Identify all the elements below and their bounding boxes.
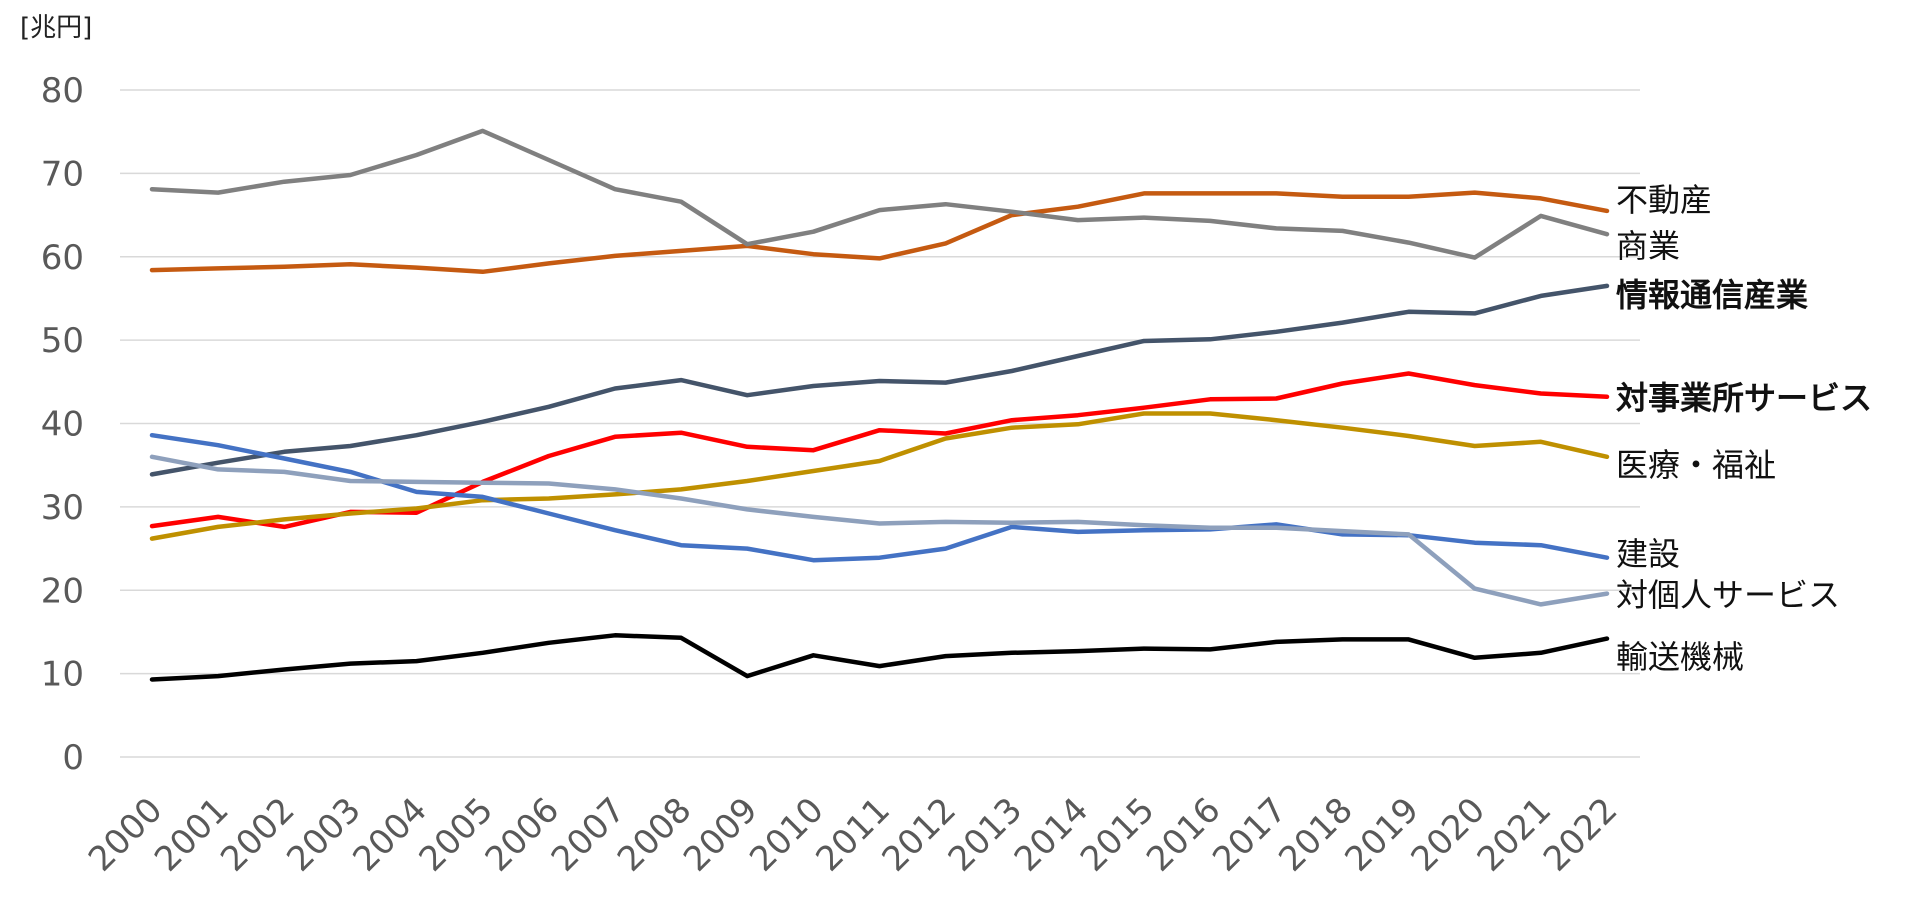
x-tick-label: 2018 xyxy=(1271,790,1360,879)
series-label-0: 不動産 xyxy=(1616,181,1712,219)
y-tick-label: 80 xyxy=(41,71,84,111)
x-tick-label: 2003 xyxy=(279,790,368,879)
x-tick-label: 2006 xyxy=(478,790,567,879)
series-line-1 xyxy=(149,128,1610,260)
x-tick-label: 2012 xyxy=(875,790,964,879)
series-label-7: 輸送機械 xyxy=(1616,638,1744,676)
y-axis-ticks: 0 10 20 30 40 50 60 70 80 xyxy=(41,71,84,778)
y-tick-label: 50 xyxy=(41,321,84,361)
series-label-3: 対事業所サービス xyxy=(1616,379,1872,417)
y-tick-label: 70 xyxy=(41,154,84,194)
series-label-2: 情報通信産業 xyxy=(1616,276,1808,314)
series-label-5: 建設 xyxy=(1616,535,1680,573)
x-tick-label: 2019 xyxy=(1337,790,1426,879)
x-tick-label: 2017 xyxy=(1205,790,1294,879)
x-tick-label: 2010 xyxy=(742,790,831,879)
x-tick-label: 2016 xyxy=(1139,790,1228,879)
x-tick-label: 2001 xyxy=(147,790,236,879)
x-tick-label: 2022 xyxy=(1536,790,1625,879)
series-line-4 xyxy=(149,411,1610,541)
x-tick-label: 2008 xyxy=(610,790,699,879)
x-tick-label: 2007 xyxy=(544,790,633,879)
series-line-0 xyxy=(149,190,1610,275)
series-label-6: 対個人サービス xyxy=(1616,576,1840,614)
series-line-7 xyxy=(149,633,1610,682)
series-lines xyxy=(149,128,1610,682)
y-tick-label: 20 xyxy=(41,571,84,611)
x-tick-label: 2004 xyxy=(345,790,434,879)
x-tick-label: 2015 xyxy=(1073,790,1162,879)
series-label-4: 医療・福祉 xyxy=(1616,446,1776,484)
x-axis-ticks: 2000200120022003200420052006200720082009… xyxy=(81,790,1625,879)
x-tick-label: 2014 xyxy=(1007,790,1096,879)
y-tick-label: 0 xyxy=(62,738,84,778)
y-tick-label: 60 xyxy=(41,238,84,278)
y-axis-unit-label: [兆円] xyxy=(20,13,92,43)
x-tick-label: 2009 xyxy=(676,790,765,879)
gridlines xyxy=(120,89,1640,758)
y-tick-label: 10 xyxy=(41,655,84,695)
x-tick-label: 2021 xyxy=(1470,790,1559,879)
x-tick-label: 2000 xyxy=(81,790,170,879)
x-tick-label: 2005 xyxy=(412,790,501,879)
x-tick-label: 2020 xyxy=(1404,790,1493,879)
series-label-1: 商業 xyxy=(1616,227,1680,265)
x-tick-label: 2013 xyxy=(941,790,1030,879)
x-tick-label: 2002 xyxy=(213,790,302,879)
series-line-3 xyxy=(149,371,1610,530)
series-line-5 xyxy=(149,432,1610,563)
series-line-2 xyxy=(149,283,1610,477)
x-tick-label: 2011 xyxy=(808,790,897,879)
series-line-6 xyxy=(149,454,1610,607)
y-tick-label: 40 xyxy=(41,405,84,445)
y-tick-label: 30 xyxy=(41,488,84,528)
